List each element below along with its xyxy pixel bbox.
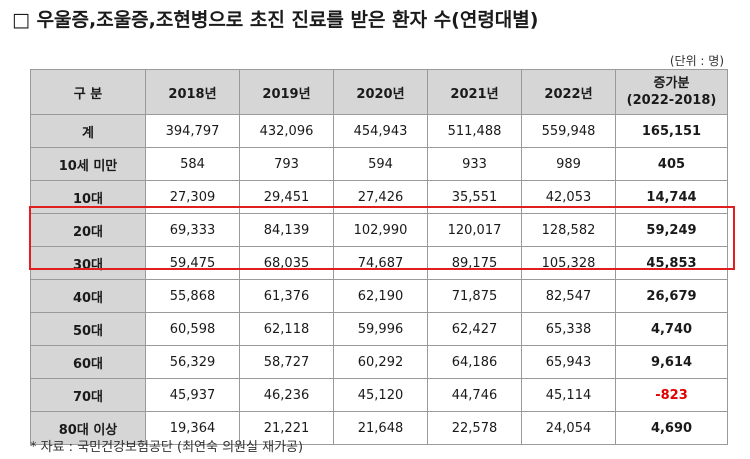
table-cell: 21,648 — [333, 411, 428, 445]
increase-cell: 4,740 — [615, 312, 728, 346]
table-cell: 68,035 — [239, 246, 334, 280]
header-2020: 2020년 — [333, 69, 428, 115]
table-cell: 24,054 — [521, 411, 616, 445]
row-label: 20대 — [30, 213, 146, 247]
row-label: 40대 — [30, 279, 146, 313]
patient-count-table: 구 분 2018년 2019년 2020년 2021년 2022년 증가분 (2… — [30, 69, 728, 445]
table-row: 70대 45,937 46,236 45,120 44,746 45,114 -823 — [30, 378, 728, 412]
table-cell: 511,488 — [427, 114, 522, 148]
header-2021: 2021년 — [427, 69, 522, 115]
table-cell: 64,186 — [427, 345, 522, 379]
table-cell: 989 — [521, 147, 616, 181]
table-row: 10세 미만 584 793 594 933 989 405 — [30, 147, 728, 181]
source-footnote: * 자료 : 국민건강보험공단 (최연숙 의원실 재가공) — [30, 440, 304, 455]
table-cell: 120,017 — [427, 213, 522, 247]
table-cell: 35,551 — [427, 180, 522, 214]
table-cell: 105,328 — [521, 246, 616, 280]
row-label: 10대 — [30, 180, 146, 214]
table-cell: 102,990 — [333, 213, 428, 247]
increase-cell: 4,690 — [615, 411, 728, 445]
increase-cell: 45,853 — [615, 246, 728, 280]
header-2019: 2019년 — [239, 69, 334, 115]
header-increase-line2: (2022-2018) — [626, 93, 717, 108]
table-cell: 584 — [145, 147, 240, 181]
table-cell: 394,797 — [145, 114, 240, 148]
table-row: 계 394,797 432,096 454,943 511,488 559,948 165,… — [30, 114, 728, 148]
row-label: 50대 — [30, 312, 146, 346]
table-cell: 44,746 — [427, 378, 522, 412]
header-2022: 2022년 — [521, 69, 616, 115]
table-cell: 21,221 — [239, 411, 334, 445]
table-cell: 89,175 — [427, 246, 522, 280]
increase-cell: 9,614 — [615, 345, 728, 379]
table-cell: 27,426 — [333, 180, 428, 214]
table-cell: 19,364 — [145, 411, 240, 445]
table-row: 50대 60,598 62,118 59,996 62,427 65,338 4,740 — [30, 312, 728, 346]
row-label: 10세 미만 — [30, 147, 146, 181]
table-cell: 432,096 — [239, 114, 334, 148]
increase-cell: 14,744 — [615, 180, 728, 214]
unit-label: (단위 : 명) — [669, 54, 724, 68]
row-label: 30대 — [30, 246, 146, 280]
increase-cell: 165,151 — [615, 114, 728, 148]
table-cell: 69,333 — [145, 213, 240, 247]
table-cell: 46,236 — [239, 378, 334, 412]
table-cell: 22,578 — [427, 411, 522, 445]
table-cell: 60,598 — [145, 312, 240, 346]
table-row: 60대 56,329 58,727 60,292 64,186 65,943 9,614 — [30, 345, 728, 379]
page-title: □ 우울증,조울증,조현병으로 초진 진료를 받은 환자 수(연령대별) — [12, 9, 539, 31]
table-cell: 594 — [333, 147, 428, 181]
row-label: 80대 이상 — [30, 411, 146, 445]
table-cell: 55,868 — [145, 279, 240, 313]
table-cell: 84,139 — [239, 213, 334, 247]
table-cell: 56,329 — [145, 345, 240, 379]
table-cell: 793 — [239, 147, 334, 181]
table-cell: 27,309 — [145, 180, 240, 214]
table-cell: 65,338 — [521, 312, 616, 346]
table-cell: 454,943 — [333, 114, 428, 148]
row-label: 70대 — [30, 378, 146, 412]
increase-cell: -823 — [615, 378, 728, 412]
table-row: 40대 55,868 61,376 62,190 71,875 82,547 26,679 — [30, 279, 728, 313]
table-cell: 62,427 — [427, 312, 522, 346]
table-row: 10대 27,309 29,451 27,426 35,551 42,053 14,744 — [30, 180, 728, 214]
table-row: 30대 59,475 68,035 74,687 89,175 105,328 45,853 — [30, 246, 728, 280]
header-increase: 증가분 (2022-2018) — [615, 69, 728, 115]
header-category: 구 분 — [30, 69, 146, 115]
table-cell: 62,118 — [239, 312, 334, 346]
table-cell: 61,376 — [239, 279, 334, 313]
table-cell: 65,943 — [521, 345, 616, 379]
header-2018: 2018년 — [145, 69, 240, 115]
table-cell: 933 — [427, 147, 522, 181]
increase-cell: 405 — [615, 147, 728, 181]
row-label: 60대 — [30, 345, 146, 379]
table-cell: 45,120 — [333, 378, 428, 412]
table-cell: 45,937 — [145, 378, 240, 412]
table-row: 80대 이상 19,364 21,221 21,648 22,578 24,054 4,69… — [30, 411, 728, 445]
table-cell: 559,948 — [521, 114, 616, 148]
table-cell: 62,190 — [333, 279, 428, 313]
table-cell: 82,547 — [521, 279, 616, 313]
table-header-row: 구 분 2018년 2019년 2020년 2021년 2022년 증가분 (2… — [30, 69, 728, 115]
table-cell: 58,727 — [239, 345, 334, 379]
table-body: 계 394,797 432,096 454,943 511,488 559,948 165,… — [30, 114, 728, 445]
table-cell: 74,687 — [333, 246, 428, 280]
table-cell: 71,875 — [427, 279, 522, 313]
increase-cell: 59,249 — [615, 213, 728, 247]
table-cell: 42,053 — [521, 180, 616, 214]
table-row: 20대 69,333 84,139 102,990 120,017 128,582 59,2… — [30, 213, 728, 247]
table-cell: 29,451 — [239, 180, 334, 214]
table-cell: 128,582 — [521, 213, 616, 247]
table-cell: 45,114 — [521, 378, 616, 412]
table-cell: 60,292 — [333, 345, 428, 379]
table-cell: 59,996 — [333, 312, 428, 346]
increase-cell: 26,679 — [615, 279, 728, 313]
table-cell: 59,475 — [145, 246, 240, 280]
header-increase-line1: 증가분 — [653, 76, 690, 91]
row-label: 계 — [30, 114, 146, 148]
